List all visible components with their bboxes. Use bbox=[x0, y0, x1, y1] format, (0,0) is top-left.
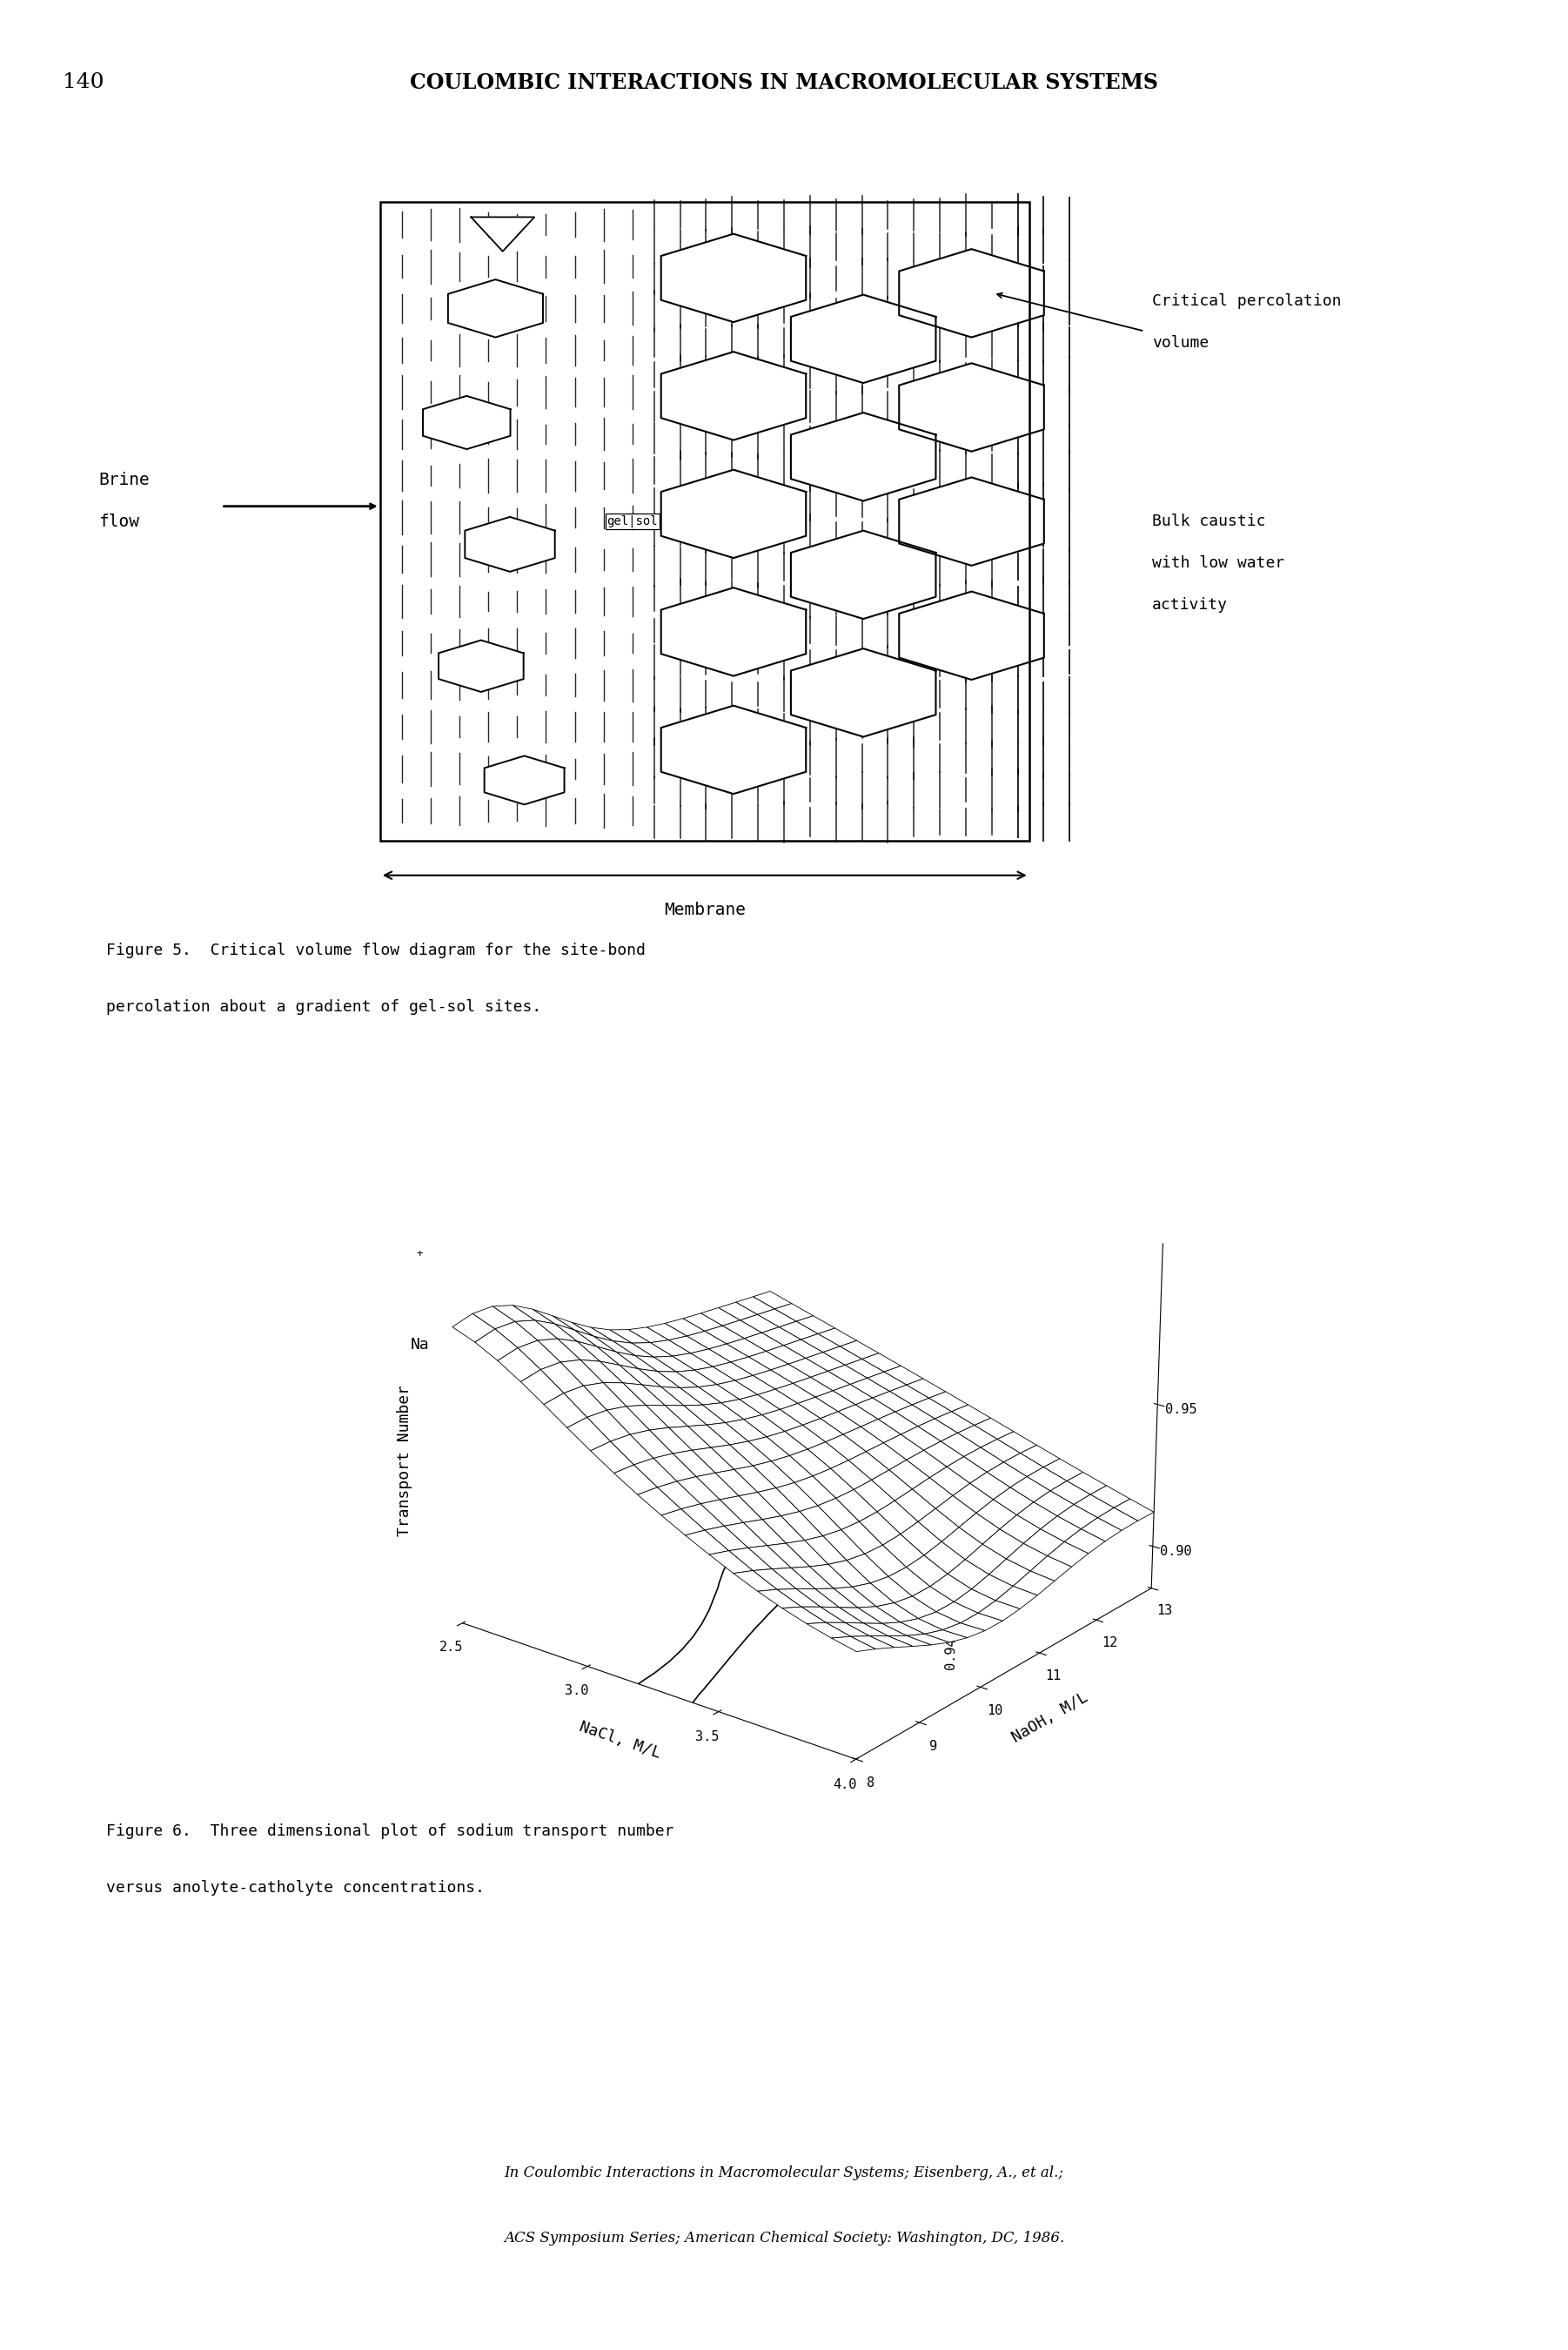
Text: percolation about a gradient of gel-sol sites.: percolation about a gradient of gel-sol … bbox=[107, 999, 541, 1015]
X-axis label: NaCl, M/L: NaCl, M/L bbox=[577, 1720, 663, 1762]
Polygon shape bbox=[448, 280, 543, 338]
Text: Figure 5.  Critical volume flow diagram for the site-bond: Figure 5. Critical volume flow diagram f… bbox=[107, 942, 646, 959]
Text: with low water: with low water bbox=[1152, 555, 1284, 571]
Polygon shape bbox=[423, 395, 510, 449]
Polygon shape bbox=[790, 414, 936, 501]
Polygon shape bbox=[662, 352, 806, 439]
Polygon shape bbox=[898, 249, 1044, 338]
Y-axis label: NaOH, M/L: NaOH, M/L bbox=[1010, 1690, 1091, 1746]
Text: flow: flow bbox=[99, 512, 140, 529]
Polygon shape bbox=[790, 294, 936, 383]
Text: Bulk caustic: Bulk caustic bbox=[1152, 515, 1265, 529]
Text: Brine: Brine bbox=[99, 472, 151, 489]
Polygon shape bbox=[470, 216, 535, 251]
Polygon shape bbox=[898, 592, 1044, 679]
Bar bbox=[379, 202, 1029, 841]
Text: +: + bbox=[417, 1248, 423, 1260]
Polygon shape bbox=[898, 364, 1044, 451]
Polygon shape bbox=[662, 705, 806, 794]
Text: volume: volume bbox=[1152, 334, 1209, 350]
Text: versus anolyte-catholyte concentrations.: versus anolyte-catholyte concentrations. bbox=[107, 1880, 485, 1896]
Polygon shape bbox=[466, 517, 555, 571]
Polygon shape bbox=[662, 235, 806, 322]
Text: Membrane: Membrane bbox=[663, 902, 745, 919]
Text: Transport Number: Transport Number bbox=[397, 1384, 412, 1537]
Text: activity: activity bbox=[1152, 597, 1228, 613]
Polygon shape bbox=[439, 639, 524, 691]
Text: gel|sol: gel|sol bbox=[607, 515, 659, 529]
Text: Critical percolation: Critical percolation bbox=[1152, 294, 1341, 308]
Polygon shape bbox=[790, 531, 936, 618]
Text: Figure 6.  Three dimensional plot of sodium transport number: Figure 6. Three dimensional plot of sodi… bbox=[107, 1824, 674, 1840]
Text: In Coulombic Interactions in Macromolecular Systems; Eisenberg, A., et al.;: In Coulombic Interactions in Macromolecu… bbox=[505, 2164, 1063, 2181]
Polygon shape bbox=[485, 757, 564, 804]
Text: COULOMBIC INTERACTIONS IN MACROMOLECULAR SYSTEMS: COULOMBIC INTERACTIONS IN MACROMOLECULAR… bbox=[409, 73, 1159, 92]
Polygon shape bbox=[898, 477, 1044, 566]
Text: Na: Na bbox=[411, 1337, 430, 1351]
Polygon shape bbox=[662, 588, 806, 677]
Polygon shape bbox=[662, 470, 806, 557]
Text: ACS Symposium Series; American Chemical Society: Washington, DC, 1986.: ACS Symposium Series; American Chemical … bbox=[503, 2230, 1065, 2247]
Polygon shape bbox=[790, 649, 936, 738]
Text: 140: 140 bbox=[63, 73, 103, 92]
